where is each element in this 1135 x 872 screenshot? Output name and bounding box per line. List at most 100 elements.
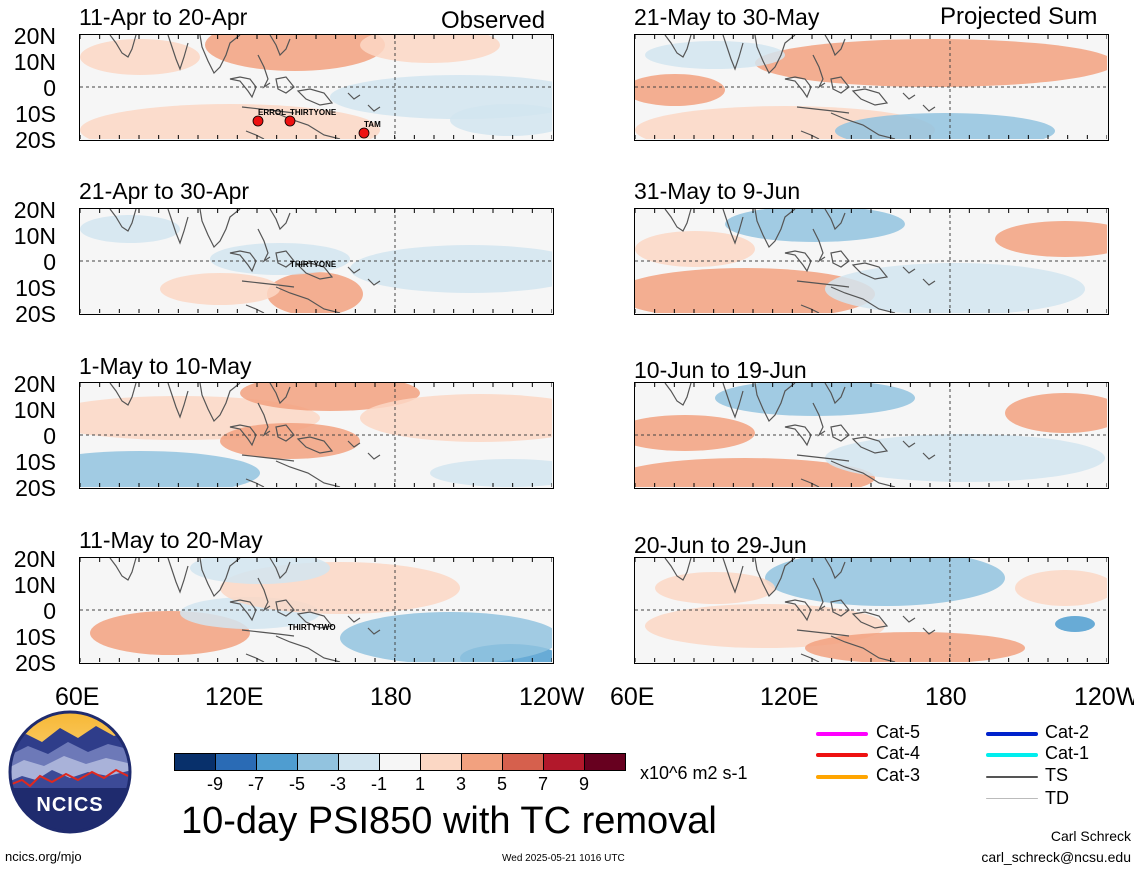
anomaly-shading <box>450 104 552 136</box>
anomaly-shading <box>635 458 875 487</box>
panel-title: 21-May to 30-May <box>634 4 820 30</box>
storm-label: TAM <box>364 120 381 129</box>
coastline <box>275 635 341 662</box>
coastline <box>851 436 889 454</box>
storm-marker <box>284 115 296 127</box>
coastline <box>109 35 137 58</box>
colorbar-tick-label: -7 <box>247 774 264 794</box>
colorbar-swatch <box>543 753 585 771</box>
colorbar-tick-label: -1 <box>370 774 387 794</box>
coastline <box>824 35 846 57</box>
coastline <box>800 304 820 313</box>
colorbar-tick-label: 9 <box>578 774 589 794</box>
coastline <box>275 250 295 268</box>
coastline <box>754 35 796 75</box>
cat4-label: Cat-4 <box>876 743 921 763</box>
coastline <box>241 280 295 288</box>
anomaly-shading <box>825 434 1105 482</box>
coastline <box>229 599 257 622</box>
coastline <box>902 92 916 100</box>
anomaly-shading <box>655 572 775 604</box>
coastline <box>229 250 257 273</box>
colorbar-tick-label: -3 <box>329 774 346 794</box>
coastline <box>754 558 796 598</box>
coastline <box>796 629 850 637</box>
colorbar-tick-label: 5 <box>496 774 507 794</box>
cat5-label: Cat-5 <box>876 722 921 742</box>
storm-label: THIRTYTWO <box>288 623 336 632</box>
coastline <box>824 209 846 231</box>
cat4-swatch <box>816 753 868 757</box>
cat5-swatch <box>816 732 868 736</box>
coastline <box>902 615 916 623</box>
coastline <box>275 286 341 313</box>
coastline <box>167 383 189 419</box>
coastline <box>241 106 295 114</box>
coastline <box>824 558 846 580</box>
coastline <box>245 130 265 139</box>
anomaly-shading <box>635 231 755 267</box>
colorbar-swatch <box>502 753 544 771</box>
footer-email: carl_schreck@ncsu.edu <box>981 849 1131 865</box>
coastline <box>241 454 295 462</box>
anomaly-shading <box>645 604 885 648</box>
coastline <box>800 478 820 487</box>
svg-text:NCICS: NCICS <box>36 794 103 816</box>
coastline <box>784 76 812 99</box>
anomaly-shading <box>995 221 1107 257</box>
anomaly-shading <box>190 558 330 584</box>
coastline <box>229 424 257 447</box>
anomaly-shading <box>210 243 350 275</box>
coastline <box>347 92 361 100</box>
coastline <box>800 653 820 662</box>
coastline <box>347 615 361 623</box>
coastline <box>664 558 692 581</box>
coastline <box>830 76 850 94</box>
coastline <box>830 112 896 139</box>
ts-label: TS <box>1045 765 1069 785</box>
coastline <box>109 558 137 581</box>
coastline <box>367 627 381 635</box>
coastline <box>722 209 744 245</box>
coastline <box>367 104 381 112</box>
observed-header: Observed <box>441 7 546 34</box>
coastline <box>241 629 295 637</box>
anomaly-shading <box>765 558 1005 606</box>
coastline <box>167 558 189 594</box>
coastline <box>367 278 381 286</box>
ncics-logo: NCICS <box>8 710 132 834</box>
anomaly-shading <box>160 273 280 305</box>
colorbar-tick-label: 3 <box>455 774 466 794</box>
coastline <box>257 577 271 612</box>
cat3-label: Cat-3 <box>876 765 921 785</box>
anomaly-shading <box>80 451 260 487</box>
coastline <box>851 88 889 106</box>
colorbar-tick-label: -9 <box>206 774 223 794</box>
anomaly-shading <box>220 423 360 459</box>
coastline <box>199 209 241 249</box>
panel-title: 11-May to 20-May <box>79 527 263 553</box>
coastline <box>830 424 850 442</box>
footer-author: Carl Schreck <box>1050 828 1131 844</box>
colorbar-swatch <box>256 753 298 771</box>
panel-title: 20-Jun to 29-Jun <box>634 532 807 558</box>
coastline <box>296 436 334 454</box>
anomaly-shading <box>805 632 1025 662</box>
coastline <box>229 76 257 99</box>
coastline <box>824 383 846 405</box>
coastline <box>269 35 291 57</box>
footer-timestamp: Wed 2025-05-21 1016 UTC <box>502 853 625 864</box>
coastline <box>796 106 850 114</box>
cat2-label: Cat-2 <box>1045 722 1090 742</box>
storm-label: THIRTYONE <box>290 260 337 269</box>
colorbar-swatch <box>338 753 380 771</box>
coastline <box>754 209 796 249</box>
coastline <box>275 76 295 94</box>
map-panel-obs-1: ERROL THIRTYONE TAM <box>79 34 554 141</box>
coastline <box>199 35 241 75</box>
anomaly-shading <box>635 74 725 106</box>
colorbar-swatch <box>584 753 626 771</box>
coastline <box>245 653 265 662</box>
colorbar-tick-label: 1 <box>414 774 425 794</box>
coastline <box>754 383 796 423</box>
